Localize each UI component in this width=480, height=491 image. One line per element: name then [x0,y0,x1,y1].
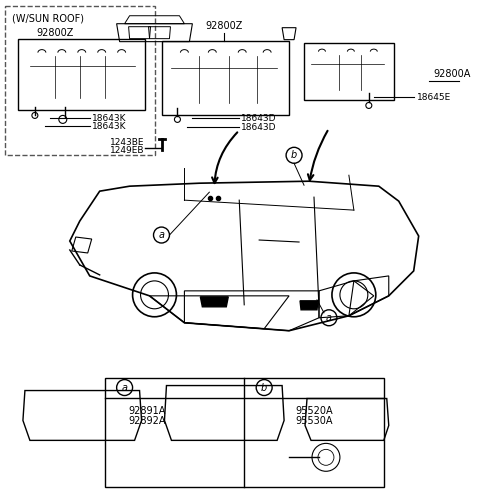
Text: 92891A: 92891A [129,407,166,416]
Text: 95520A: 95520A [295,407,333,416]
Text: b: b [291,150,297,160]
Polygon shape [200,297,228,307]
Text: 18643D: 18643D [241,114,277,123]
Text: 18643K: 18643K [92,122,126,131]
Text: 92800Z: 92800Z [205,21,243,31]
Text: 18643K: 18643K [92,114,126,123]
Text: (W/SUN ROOF): (W/SUN ROOF) [12,14,84,24]
Text: 18643D: 18643D [241,123,277,132]
Text: 1249EB: 1249EB [109,146,144,155]
Text: 1243BE: 1243BE [109,138,144,147]
Text: 92800Z: 92800Z [36,27,73,38]
Text: a: a [326,313,332,323]
Text: b: b [261,382,267,392]
Text: a: a [158,230,165,240]
Polygon shape [300,301,318,310]
Text: 95530A: 95530A [295,416,333,427]
Text: 18645E: 18645E [417,93,451,102]
Text: 92800A: 92800A [433,69,471,79]
Text: a: a [121,382,128,392]
Text: 92892A: 92892A [129,416,166,427]
